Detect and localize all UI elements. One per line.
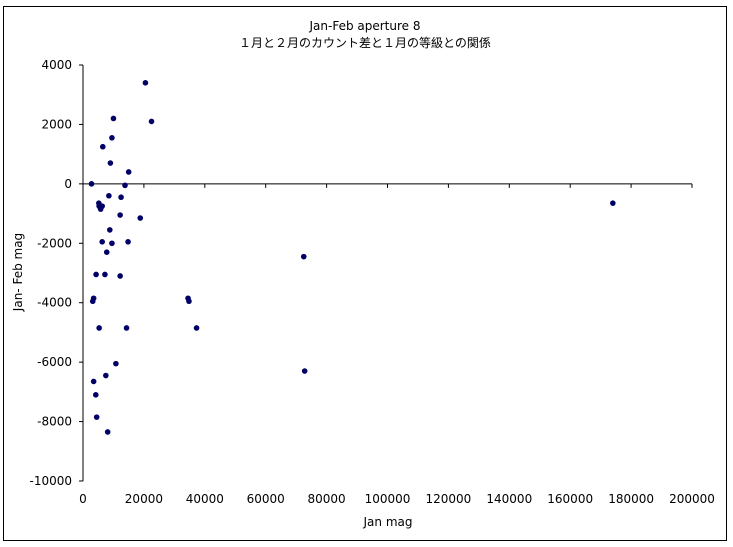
data-point (90, 378, 97, 385)
data-point (89, 298, 96, 305)
y-tick-label: -8000 (37, 415, 72, 429)
y-tick-label: 2000 (41, 117, 72, 131)
data-point (102, 271, 108, 278)
data-point (300, 253, 307, 260)
axes (82, 65, 692, 481)
data-points (88, 80, 616, 435)
data-point (117, 273, 123, 279)
y-tick-label: 4000 (41, 58, 72, 72)
data-point (125, 239, 131, 245)
data-point (106, 227, 113, 233)
data-point (88, 181, 95, 187)
data-point (99, 239, 105, 245)
x-tick-label: 60000 (247, 492, 285, 506)
x-tick-label: 100000 (365, 492, 411, 506)
data-point (186, 298, 192, 305)
data-point (610, 200, 616, 206)
x-tick-label: 160000 (547, 492, 593, 506)
x-tick-label: 40000 (186, 492, 224, 506)
y-tick-label: -10000 (29, 474, 72, 488)
chart-frame (3, 6, 727, 541)
y-tick-label: -6000 (37, 355, 72, 369)
data-point (93, 414, 100, 420)
data-point (148, 118, 155, 125)
data-point (96, 325, 102, 331)
chart-subtitle: １月と２月のカウント差と１月の等級との関係 (239, 36, 491, 50)
x-tick-label: 120000 (425, 492, 471, 506)
data-point (103, 249, 110, 255)
y-tick-label: -2000 (37, 236, 72, 250)
x-axis-label: Jan mag (363, 515, 413, 529)
x-tick-label: 180000 (608, 492, 654, 506)
x-tick-label: 200000 (669, 492, 715, 506)
data-point (117, 212, 123, 218)
y-tick-label: 0 (64, 177, 72, 191)
y-tick-label: -4000 (37, 296, 72, 310)
x-tick-label: 80000 (308, 492, 346, 506)
x-tick-label: 20000 (125, 492, 163, 506)
y-axis-label: Jan- Feb mag (11, 233, 25, 312)
data-point (137, 215, 144, 221)
x-tick-label: 140000 (486, 492, 532, 506)
data-point (109, 135, 115, 141)
data-point (109, 240, 115, 247)
data-point (104, 429, 111, 435)
y-axis-ticks: -10000 -8000 -6000 -4000 -2000 0 2000 4000 (29, 58, 83, 488)
data-point (142, 80, 149, 86)
data-point (106, 192, 112, 199)
data-point (93, 271, 99, 278)
data-point (92, 392, 99, 398)
data-point (122, 182, 128, 189)
data-point (103, 372, 109, 379)
data-point (113, 360, 119, 367)
chart-title: Jan-Feb aperture 8 (309, 19, 421, 33)
data-point (123, 325, 130, 331)
data-point (118, 194, 124, 201)
x-axis-ticks: 0 20000 40000 60000 80000 100000 120000 140000 1… (79, 183, 715, 506)
data-point (110, 115, 117, 122)
x-tick-label: 0 (79, 492, 87, 506)
data-point (99, 143, 106, 150)
data-point (193, 325, 200, 331)
data-point (107, 160, 114, 166)
data-point (97, 206, 104, 212)
data-point (301, 368, 308, 374)
data-point (125, 169, 132, 175)
